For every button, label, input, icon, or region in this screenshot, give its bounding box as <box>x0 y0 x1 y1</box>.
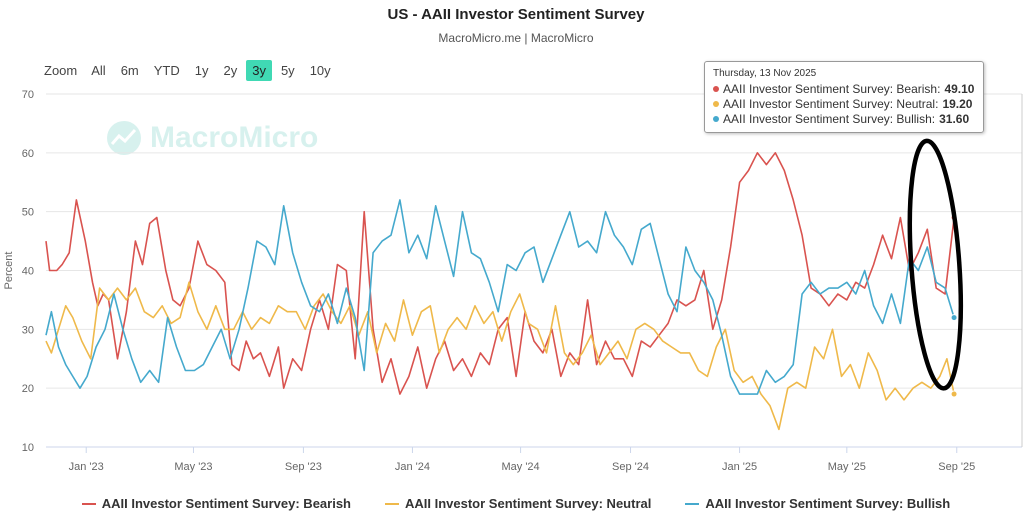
bullish-line-icon <box>685 502 700 505</box>
tooltip-label: AAII Investor Sentiment Survey: Bearish: <box>723 82 941 96</box>
x-tick-label: Sep '24 <box>612 461 649 473</box>
zoom-6m-button[interactable]: 6m <box>120 63 139 78</box>
annotation-layer <box>907 138 964 391</box>
bearish-dot-icon <box>713 86 719 92</box>
tooltip-date: Thursday, 13 Nov 2025 <box>713 68 817 79</box>
x-tick-label: Jan '23 <box>69 461 104 473</box>
y-tick-label: 10 <box>22 442 34 454</box>
bearish-line-icon <box>81 502 96 505</box>
neutral-hover-marker <box>950 390 958 398</box>
legend-label: AAII Investor Sentiment Survey: Bullish <box>705 496 951 511</box>
tooltip-row-neutral: AAII Investor Sentiment Survey: Neutral:… <box>713 97 972 111</box>
bullish-hover-marker <box>950 314 958 322</box>
chart-title: US - AAII Investor Sentiment Survey <box>387 6 645 23</box>
x-tick-label: Jan '24 <box>395 461 430 473</box>
tooltip-value: 19.20 <box>942 97 973 111</box>
zoom-all-button[interactable]: All <box>91 63 106 78</box>
annotation-ellipse <box>907 138 964 391</box>
y-axis-label: Percent <box>3 252 15 290</box>
zoom-3y-button[interactable]: 3y <box>246 60 272 81</box>
zoom-bar: Zoom All 6m YTD 1y 2y 3y 5y 10y <box>44 60 340 81</box>
neutral-dot-icon <box>713 101 719 107</box>
x-tick-label: May '24 <box>501 461 539 473</box>
y-tick-label: 20 <box>22 383 34 395</box>
macromicro-logo-icon <box>107 121 141 155</box>
y-tick-label: 30 <box>22 324 34 336</box>
neutral-series-line <box>45 281 955 431</box>
bullish-dot-icon <box>713 116 719 122</box>
zoom-5y-button[interactable]: 5y <box>280 63 295 78</box>
zoom-1y-button[interactable]: 1y <box>194 63 209 78</box>
zoom-ytd-button[interactable]: YTD <box>153 63 180 78</box>
legend-item-neutral[interactable]: AAII Investor Sentiment Survey: Neutral <box>385 496 651 511</box>
grid-layer: 10 20 30 40 50 60 70 Jan '23 May '23 Sep '23 Jan '… <box>3 89 1023 473</box>
tooltip-label: AAII Investor Sentiment Survey: Bullish: <box>723 112 936 126</box>
y-tick-label: 60 <box>22 148 34 160</box>
tooltip-label: AAII Investor Sentiment Survey: Neutral: <box>723 97 939 111</box>
watermark-text: MacroMicro <box>150 121 319 154</box>
x-tick-label: Sep '23 <box>285 461 322 473</box>
zoom-2y-button[interactable]: 2y <box>223 63 238 78</box>
legend-item-bullish[interactable]: AAII Investor Sentiment Survey: Bullish <box>685 496 950 511</box>
zoom-10y-button[interactable]: 10y <box>309 63 331 78</box>
legend: AAII Investor Sentiment Survey: Bearish … <box>0 496 1032 511</box>
x-tick-label: May '23 <box>174 461 212 473</box>
watermark: MacroMicro <box>106 120 318 156</box>
y-tick-label: 40 <box>22 266 34 278</box>
zoom-label: Zoom <box>44 63 78 78</box>
y-tick-label: 70 <box>22 89 34 101</box>
bearish-series-line <box>45 152 955 395</box>
neutral-line-icon <box>385 502 399 505</box>
tooltip-row-bullish: AAII Investor Sentiment Survey: Bullish:… <box>713 112 969 126</box>
tooltip-value: 31.60 <box>939 112 970 126</box>
x-tick-label: Sep '25 <box>938 461 975 473</box>
chart-subtitle: MacroMicro.me | MacroMicro <box>438 31 594 45</box>
tooltip-row-bearish: AAII Investor Sentiment Survey: Bearish:… <box>713 82 974 96</box>
y-tick-label: 50 <box>22 207 34 219</box>
x-tick-label: Jan '25 <box>722 461 757 473</box>
series-layer <box>45 152 958 431</box>
tooltip: Thursday, 13 Nov 2025 AAII Investor Sent… <box>704 61 984 133</box>
tooltip-value: 49.10 <box>944 82 975 96</box>
bullish-series-line <box>45 199 955 395</box>
legend-item-bearish[interactable]: AAII Investor Sentiment Survey: Bearish <box>81 496 351 511</box>
legend-label: AAII Investor Sentiment Survey: Neutral <box>405 496 652 511</box>
x-tick-label: May '25 <box>828 461 866 473</box>
legend-label: AAII Investor Sentiment Survey: Bearish <box>101 496 351 511</box>
